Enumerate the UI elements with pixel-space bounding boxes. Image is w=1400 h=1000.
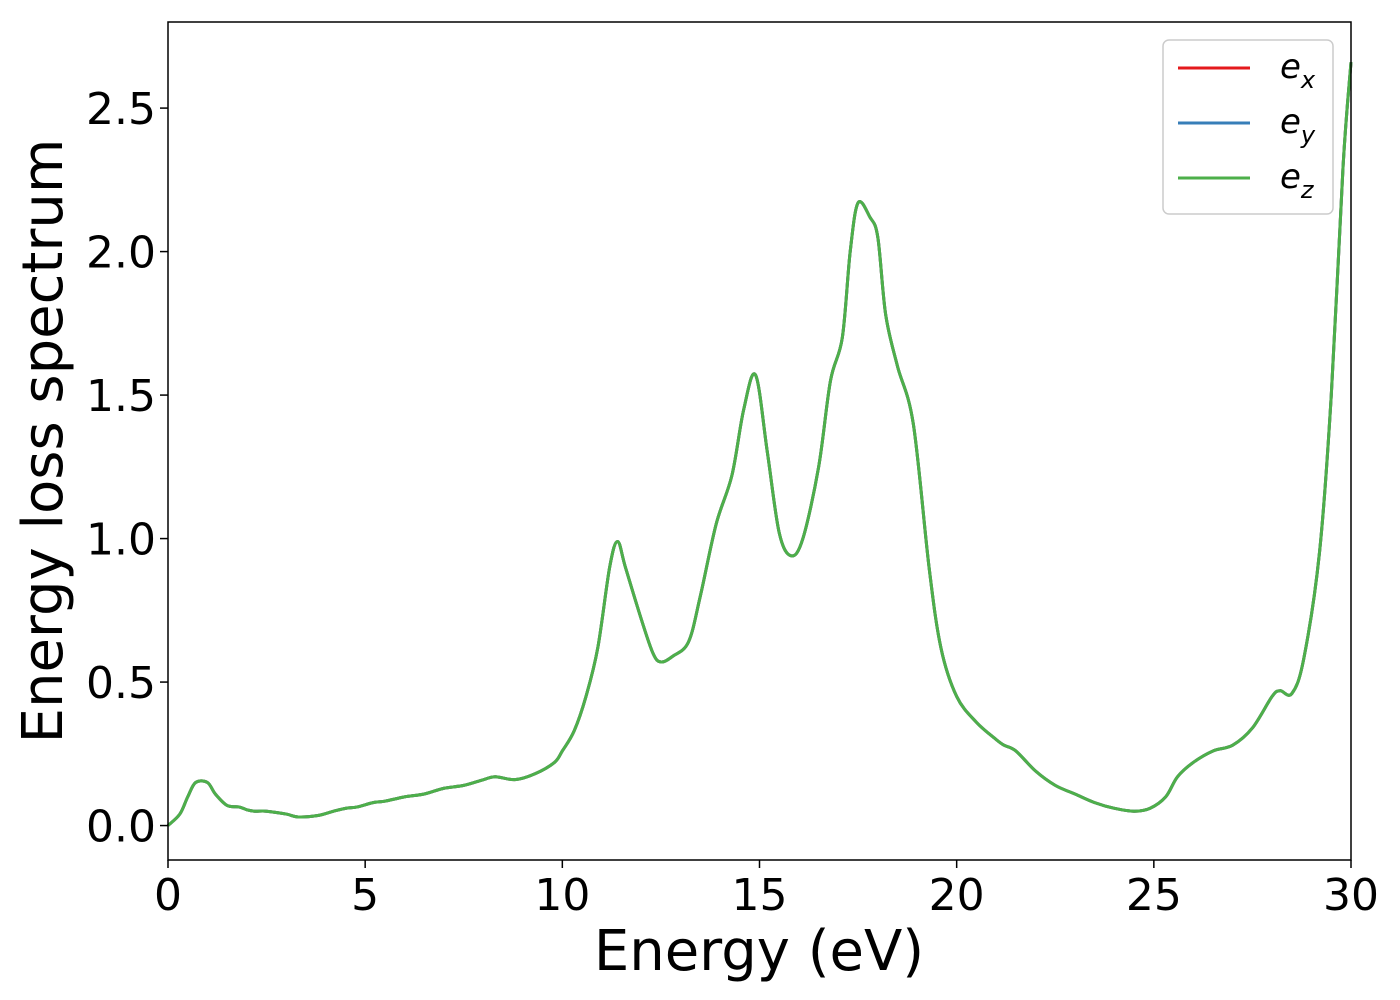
x-tick-label: 30 bbox=[1323, 870, 1379, 921]
x-axis: 0 5 10 15 20 25 30 bbox=[154, 860, 1379, 921]
y-axis: 0.0 0.5 1.0 1.5 2.0 2.5 bbox=[86, 84, 168, 853]
y-axis-label: Energy loss spectrum bbox=[11, 139, 76, 744]
x-tick-label: 15 bbox=[732, 870, 788, 921]
legend-box bbox=[1162, 39, 1334, 215]
y-tick-label: 1.5 bbox=[86, 371, 156, 422]
x-tick-label: 0 bbox=[154, 870, 182, 921]
x-tick-label: 10 bbox=[534, 870, 590, 921]
x-axis-label: Energy (eV) bbox=[594, 919, 924, 984]
legend-label: ez bbox=[1280, 157, 1315, 204]
legend: ex ey ez bbox=[1162, 39, 1334, 215]
x-tick-label: 5 bbox=[351, 870, 379, 921]
y-tick-label: 1.0 bbox=[86, 515, 156, 566]
x-tick-label: 20 bbox=[929, 870, 985, 921]
x-tick-label: 25 bbox=[1126, 870, 1182, 921]
legend-label: ey bbox=[1280, 102, 1316, 149]
series-layer bbox=[166, 62, 1353, 827]
y-tick-label: 0.0 bbox=[86, 802, 156, 853]
y-tick-label: 2.5 bbox=[86, 84, 156, 135]
series-line-e-z bbox=[166, 62, 1353, 827]
y-tick-label: 2.0 bbox=[86, 228, 156, 279]
y-tick-label: 0.5 bbox=[86, 658, 156, 709]
legend-label: ex bbox=[1280, 47, 1316, 94]
